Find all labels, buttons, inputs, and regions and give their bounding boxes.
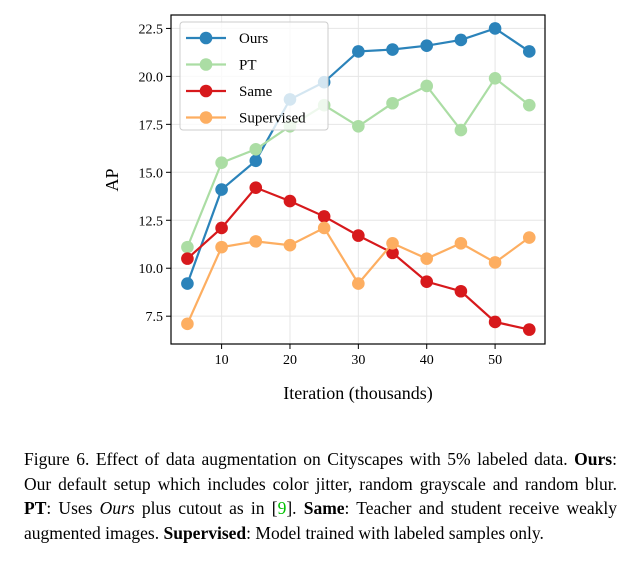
- point-same: [488, 315, 502, 329]
- legend-item-supervised: Supervised: [186, 111, 306, 127]
- y-tick-label: 7.5: [146, 310, 164, 325]
- point-same: [386, 246, 399, 260]
- point-same: [420, 275, 434, 288]
- y-tick-label: 10.0: [139, 262, 164, 277]
- caption-text: ].: [286, 498, 304, 518]
- legend-marker: [199, 58, 213, 71]
- ticks: 10 20 30 40 50 7.5 10.0 12.5 15.0 17.5 20.0 22.5: [139, 22, 503, 368]
- series-ours: [181, 22, 536, 290]
- point-ours: [386, 43, 399, 56]
- caption-text: Effect of data augmentation on Cityscape…: [89, 449, 575, 469]
- point-same: [522, 323, 536, 336]
- legend-marker: [199, 84, 213, 98]
- x-axis-label: Iteration (thousands): [283, 383, 432, 404]
- legend-marker: [199, 111, 213, 124]
- y-tick-label: 22.5: [139, 22, 164, 37]
- legend-item-pt: PT: [186, 58, 257, 74]
- line-chart: 10 20 30 40 50 7.5 10.0 12.5 15.0 17.5 20.0 22.5 It…: [102, 14, 546, 404]
- point-same: [249, 181, 263, 194]
- figure-caption: Figure 6. Effect of data augmentation on…: [24, 447, 617, 545]
- legend-box: [179, 21, 329, 131]
- point-pt: [249, 142, 263, 156]
- point-pt: [488, 72, 502, 85]
- point-same: [181, 252, 194, 265]
- point-supervised: [488, 256, 502, 269]
- y-tick-label: 17.5: [139, 118, 164, 133]
- point-pt: [522, 98, 536, 112]
- point-pt: [420, 79, 434, 93]
- point-same: [317, 210, 331, 223]
- caption-label: Figure 6.: [24, 449, 90, 469]
- point-ours: [352, 45, 365, 58]
- point-ours: [181, 277, 194, 290]
- caption-text: : Teacher and student receive weakly aug…: [24, 498, 618, 543]
- x-tick-label: 10: [215, 353, 229, 368]
- legend-item-ours: Ours: [186, 31, 268, 47]
- caption-pt: PT: [24, 498, 47, 518]
- legend-label: PT: [239, 58, 257, 74]
- legend-label: Supervised: [239, 111, 306, 127]
- caption-same: Same: [303, 498, 345, 518]
- point-same: [283, 194, 297, 208]
- point-supervised: [454, 236, 468, 250]
- point-same: [215, 221, 228, 235]
- y-tick-label: 12.5: [139, 214, 164, 229]
- point-supervised: [522, 231, 536, 244]
- x-tick-label: 30: [351, 353, 365, 368]
- legend: Ours PT Same Supervised: [179, 21, 329, 131]
- point-supervised: [249, 235, 263, 248]
- point-pt: [181, 240, 194, 254]
- legend-label: Same: [239, 84, 273, 100]
- point-supervised: [386, 236, 399, 250]
- caption-text: : Our default setup which includes color…: [24, 449, 617, 494]
- point-ours: [522, 45, 536, 58]
- point-supervised: [317, 221, 331, 235]
- point-ours: [249, 154, 263, 168]
- legend-marker: [199, 31, 213, 45]
- point-same: [454, 284, 468, 298]
- caption-ours: Ours: [574, 449, 613, 469]
- y-tick-label: 20.0: [139, 70, 164, 85]
- point-supervised: [283, 238, 297, 252]
- point-supervised: [215, 240, 228, 254]
- y-tick-label: 15.0: [139, 166, 164, 181]
- point-ours: [454, 33, 468, 47]
- legend-item-same: Same: [186, 84, 273, 100]
- point-supervised: [181, 317, 194, 331]
- point-ours: [215, 183, 228, 196]
- legend-label: Ours: [239, 31, 268, 47]
- caption-ours-italic: Ours: [99, 498, 135, 518]
- point-same: [352, 229, 365, 242]
- caption-supervised: Supervised: [163, 522, 247, 543]
- point-pt: [352, 119, 365, 133]
- citation-link[interactable]: 9: [277, 498, 287, 518]
- series-same: [181, 181, 536, 336]
- point-ours: [488, 22, 502, 35]
- point-pt: [215, 156, 228, 170]
- point-ours: [420, 39, 434, 52]
- point-pt: [454, 123, 468, 137]
- caption-text: : Uses: [46, 498, 100, 518]
- x-tick-label: 50: [488, 353, 502, 368]
- x-tick-label: 40: [420, 353, 434, 368]
- caption-text: plus cutout as in [: [134, 498, 278, 518]
- point-pt: [386, 96, 399, 110]
- x-tick-label: 20: [283, 353, 297, 368]
- series-supervised: [181, 221, 536, 331]
- point-supervised: [352, 277, 365, 290]
- y-axis-label: AP: [102, 168, 122, 191]
- point-supervised: [420, 252, 434, 265]
- caption-text: : Model trained with labeled samples onl…: [246, 522, 544, 543]
